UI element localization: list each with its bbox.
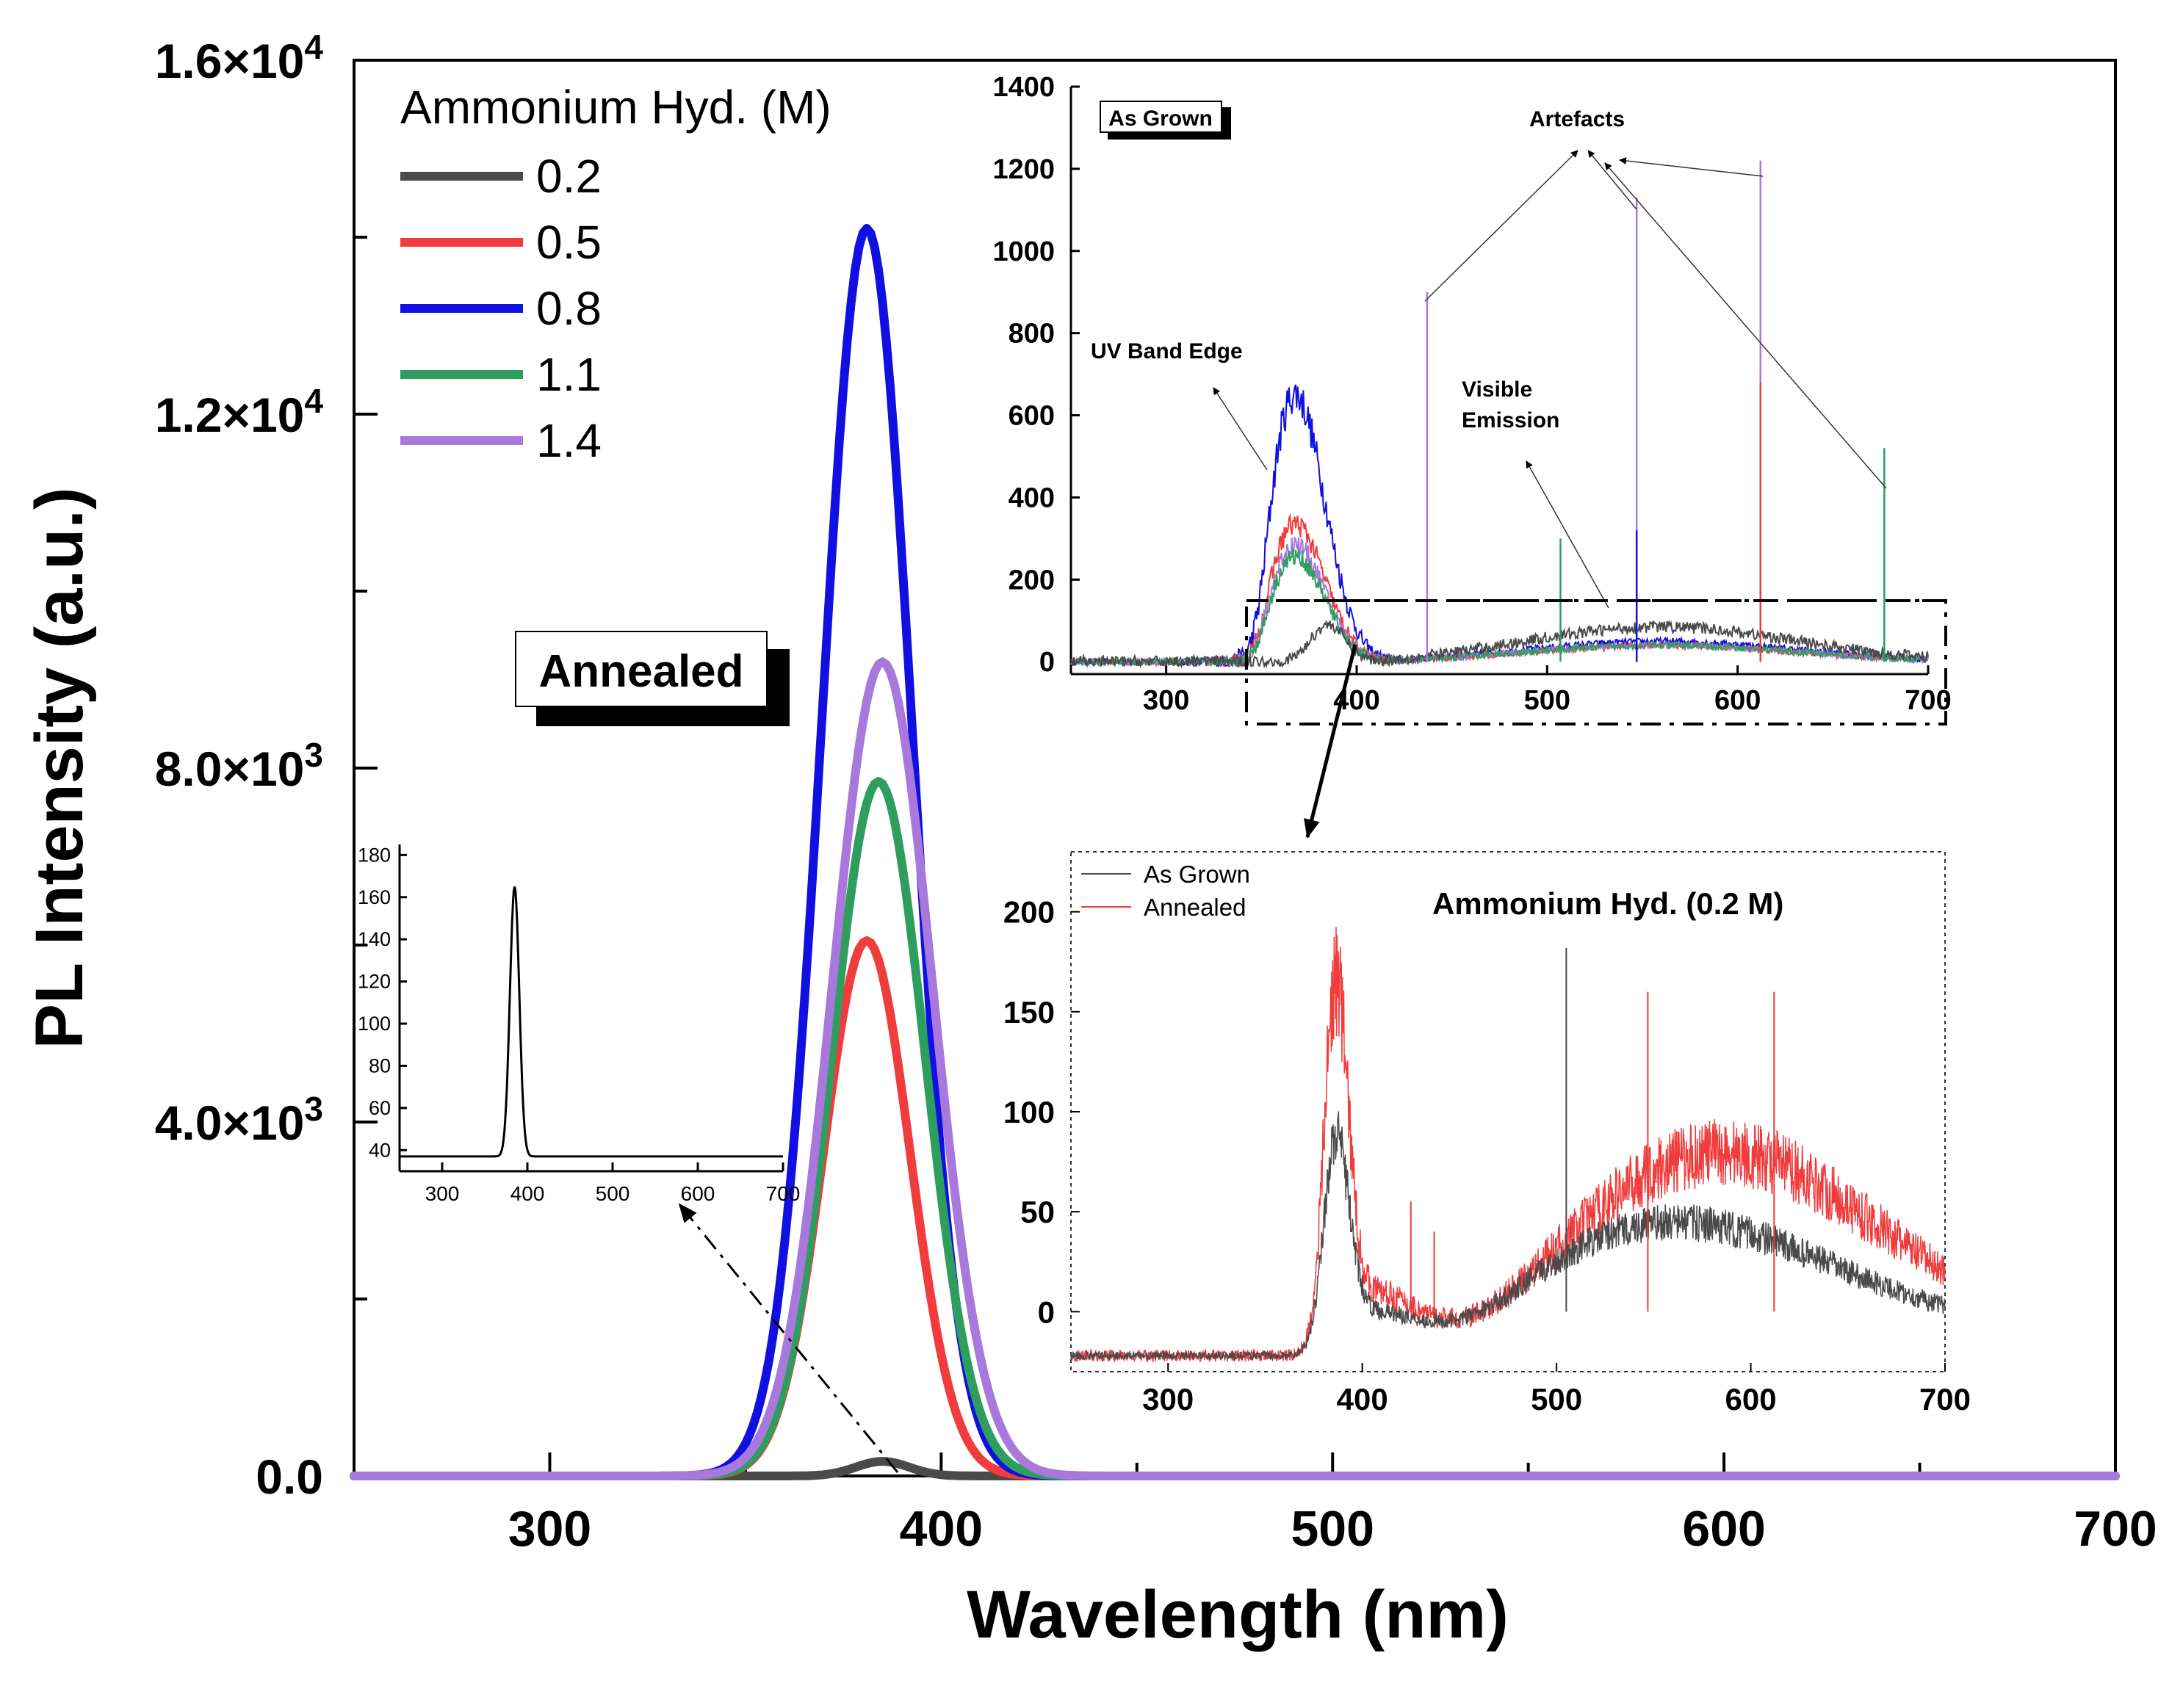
x-axis-title: Wavelength (nm)	[967, 1577, 1509, 1652]
inset3-legend-label: As Grown	[1144, 861, 1250, 888]
y-tick-base: 0.0	[256, 1450, 323, 1504]
inset1-y-tick-label: 160	[358, 886, 391, 908]
inset2-series-line-0.2	[1070, 619, 1929, 669]
legend-label: 0.5	[536, 216, 602, 269]
emission-label: Emission	[1462, 408, 1559, 433]
inset3-y-tick-label: 50	[1020, 1195, 1055, 1229]
y-tick-label: 0.0	[256, 1450, 323, 1504]
inset2-y-tick-label: 1200	[992, 154, 1055, 185]
inset1-pointer-arrow	[678, 1203, 899, 1473]
inset3-y-tick-label: 100	[1003, 1095, 1055, 1129]
connector-arrows	[678, 644, 1357, 1473]
inset1-x-tick-label: 500	[596, 1182, 630, 1205]
inset2-x-tick-label: 700	[1905, 685, 1951, 716]
y-tick-label: 8.0×103	[155, 736, 323, 796]
inset2-y-tick-label: 600	[1008, 401, 1055, 432]
inset1-y-tick-label: 60	[369, 1097, 391, 1119]
inset3-x-tick-label: 700	[1919, 1382, 1971, 1416]
annotation-arrow	[1526, 460, 1609, 609]
artefacts-label: Artefacts	[1529, 107, 1625, 131]
legend-label: 0.8	[536, 282, 602, 335]
x-tick-label: 600	[1682, 1501, 1765, 1557]
y-tick-exponent: 3	[304, 736, 323, 774]
legend-label: 1.1	[536, 348, 602, 401]
inset1-x-tick-label: 400	[510, 1182, 545, 1205]
inset2-y-tick-label: 1000	[992, 236, 1055, 267]
inset-comparison-plot: 300 400 500 600 700 0 50 100 150 200 As Grown Annea…	[1003, 851, 1971, 1416]
inset3-x-tick-label: 400	[1337, 1382, 1388, 1416]
y-tick-label: 1.2×104	[155, 382, 324, 442]
inset2-y-tick-label: 1400	[992, 72, 1055, 103]
inset2-y-tick-label: 400	[1008, 482, 1055, 513]
inset3-series-line-As Grown	[1070, 1111, 1946, 1362]
inset2-y-tick-label: 800	[1008, 319, 1055, 350]
inset1-y-tick-label: 140	[358, 928, 391, 950]
y-tick-exponent: 3	[304, 1090, 323, 1128]
y-tick-label: 4.0×103	[155, 1090, 323, 1150]
y-tick-exponent: 4	[304, 382, 323, 420]
inset2-x-tick-label: 600	[1714, 685, 1761, 716]
legend-label: 1.4	[536, 414, 602, 467]
y-tick-exponent: 4	[304, 28, 323, 66]
annotation-arrow	[1619, 157, 1764, 177]
annotation-arrow	[1604, 162, 1887, 489]
inset1-x-tick-label: 700	[766, 1182, 801, 1205]
x-tick-label: 300	[508, 1501, 591, 1557]
inset1-y-tick-label: 180	[358, 844, 391, 866]
inset2-title: As Grown	[1108, 106, 1213, 131]
x-tick-label: 500	[1291, 1501, 1374, 1557]
inset2-y-tick-label: 200	[1008, 565, 1055, 596]
series-line-1.4	[350, 657, 2120, 1480]
inset1-y-tick-label: 80	[369, 1054, 391, 1076]
inset1-x-tick-label: 300	[425, 1182, 460, 1205]
inset3-x-tick-label: 300	[1142, 1382, 1194, 1416]
y-tick-base: 1.6×10	[155, 34, 305, 88]
uv-band-edge-label: UV Band Edge	[1091, 339, 1243, 363]
inset3-y-tick-label: 0	[1038, 1295, 1055, 1329]
inset1-x-tick-label: 600	[681, 1182, 715, 1205]
x-tick-label: 700	[2074, 1501, 2157, 1557]
zoom-arrow	[1304, 644, 1357, 839]
inset3-title: Ammonium Hyd. (0.2 M)	[1432, 886, 1783, 921]
inset3-y-tick-label: 150	[1003, 995, 1055, 1029]
annotation-arrow	[1587, 150, 1637, 210]
legend-label: 0.2	[536, 150, 602, 203]
x-tick-label: 400	[900, 1501, 983, 1557]
y-tick-base: 1.2×10	[155, 388, 305, 442]
inset2-x-tick-label: 300	[1143, 685, 1189, 716]
inset3-x-tick-label: 600	[1725, 1382, 1777, 1416]
inset1-y-tick-label: 120	[358, 971, 391, 993]
inset2-title-box	[1100, 101, 1222, 133]
inset3-legend-label: Annealed	[1144, 894, 1246, 921]
inset3-y-tick-label: 200	[1003, 895, 1055, 930]
inset1-y-tick-label: 100	[358, 1013, 391, 1035]
y-tick-base: 4.0×10	[155, 1096, 305, 1150]
y-axis-title: PL Intensity (a.u.)	[22, 487, 97, 1049]
inset-zoom-plot: 300 400 500 600 700 40 60 80 100 120 140 160 180	[358, 844, 800, 1205]
y-tick-label: 1.6×104	[155, 28, 324, 88]
visible-label: Visible	[1462, 377, 1532, 402]
annealed-box	[515, 631, 768, 707]
inset2-x-tick-label: 500	[1524, 685, 1570, 716]
inset-as-grown-plot: 300 400 500 600 7000200400600800100012001400…	[992, 72, 1952, 725]
inset1-series-line	[400, 886, 783, 1158]
legend: Ammonium Hyd. (M) 0.2 0.5 0.8 1.1 1.4	[400, 81, 831, 467]
y-tick-base: 8.0×10	[155, 742, 305, 796]
annealed-label: Annealed	[538, 646, 743, 697]
inset2-y-tick-label: 0	[1039, 647, 1055, 678]
inset1-y-tick-label: 40	[369, 1139, 391, 1161]
annotation-arrow	[1213, 387, 1268, 471]
legend-title: Ammonium Hyd. (M)	[400, 81, 831, 134]
annotation-arrow	[1424, 150, 1578, 302]
main-plot: 300 400 500 600 7000.04.0×1038.0×1031.2×1041…	[22, 28, 2157, 1652]
inset3-x-tick-label: 500	[1531, 1382, 1582, 1416]
